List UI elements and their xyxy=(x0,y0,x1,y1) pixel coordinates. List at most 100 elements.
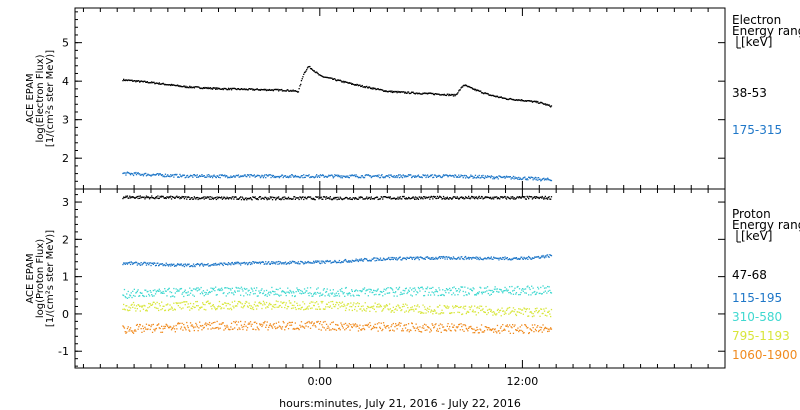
data-point xyxy=(192,294,194,296)
data-point xyxy=(323,261,325,263)
data-point xyxy=(392,306,394,308)
data-point xyxy=(161,83,163,85)
data-point xyxy=(159,173,161,175)
data-point xyxy=(450,175,452,177)
data-point xyxy=(229,288,231,290)
data-point xyxy=(234,300,236,302)
data-point xyxy=(510,293,512,295)
data-point xyxy=(130,304,132,306)
data-point xyxy=(328,174,330,176)
data-point xyxy=(131,262,133,264)
data-point xyxy=(439,313,442,315)
data-point xyxy=(439,294,442,296)
data-point xyxy=(242,307,244,309)
data-point xyxy=(363,86,366,88)
data-point xyxy=(290,197,292,200)
data-point xyxy=(209,176,211,178)
data-point xyxy=(350,82,352,84)
data-point xyxy=(372,291,374,293)
data-point xyxy=(528,255,530,258)
data-point xyxy=(471,305,473,307)
data-point xyxy=(335,260,337,263)
data-point xyxy=(264,196,266,198)
data-point xyxy=(411,91,413,93)
data-point xyxy=(230,89,233,91)
data-point xyxy=(136,80,138,82)
data-point xyxy=(385,196,387,198)
data-point xyxy=(338,295,341,297)
data-point xyxy=(211,327,214,329)
data-point xyxy=(534,293,537,296)
data-point xyxy=(274,261,276,264)
data-point xyxy=(369,306,372,309)
data-point xyxy=(547,311,549,313)
data-point xyxy=(334,198,336,200)
data-point xyxy=(306,321,309,323)
data-point xyxy=(306,287,309,289)
data-point xyxy=(355,258,357,260)
data-point xyxy=(438,324,440,327)
data-point xyxy=(386,258,388,260)
data-point xyxy=(335,79,337,81)
data-point xyxy=(477,292,479,294)
data-point xyxy=(293,196,295,198)
data-point xyxy=(192,327,195,329)
data-point xyxy=(347,303,350,305)
data-point xyxy=(253,174,255,176)
data-point xyxy=(135,174,138,176)
data-point xyxy=(453,324,455,326)
data-point xyxy=(279,198,281,200)
data-point xyxy=(347,82,349,84)
data-point xyxy=(242,175,244,178)
data-point xyxy=(479,305,481,307)
data-point xyxy=(520,100,522,102)
data-point xyxy=(300,80,303,82)
data-point xyxy=(174,331,176,333)
data-point xyxy=(212,289,214,291)
data-point xyxy=(498,197,500,200)
data-point xyxy=(382,309,384,311)
data-point xyxy=(260,176,262,178)
data-point xyxy=(148,324,151,326)
data-point xyxy=(481,331,483,333)
data-point xyxy=(353,302,355,304)
data-point xyxy=(223,262,225,264)
data-point xyxy=(550,315,552,318)
data-point xyxy=(230,289,232,291)
data-point xyxy=(246,305,249,307)
data-point xyxy=(480,92,483,94)
data-point xyxy=(257,89,259,91)
data-point xyxy=(534,197,537,199)
data-point xyxy=(157,324,159,326)
data-point xyxy=(523,332,525,334)
data-point xyxy=(549,254,551,256)
data-point xyxy=(428,92,430,94)
data-point xyxy=(536,177,538,179)
data-point xyxy=(427,294,429,296)
data-point xyxy=(167,288,170,290)
data-point xyxy=(455,197,458,199)
data-point xyxy=(452,287,454,289)
data-point xyxy=(458,323,461,325)
data-point xyxy=(351,174,353,176)
data-point xyxy=(218,196,221,198)
data-point xyxy=(474,257,477,259)
data-point xyxy=(447,323,449,325)
data-point xyxy=(286,89,288,91)
data-point xyxy=(430,195,432,198)
data-point xyxy=(298,328,300,331)
data-point xyxy=(211,263,214,266)
data-point xyxy=(304,71,306,73)
data-point xyxy=(523,176,525,179)
data-point xyxy=(314,302,316,304)
data-point xyxy=(433,310,435,312)
data-point xyxy=(159,263,161,265)
data-point xyxy=(395,198,397,200)
data-point xyxy=(445,288,448,290)
data-point xyxy=(429,287,431,290)
data-point xyxy=(179,306,181,309)
data-point xyxy=(456,305,458,307)
data-point xyxy=(187,196,189,198)
data-point xyxy=(343,323,345,325)
data-point xyxy=(495,257,497,259)
